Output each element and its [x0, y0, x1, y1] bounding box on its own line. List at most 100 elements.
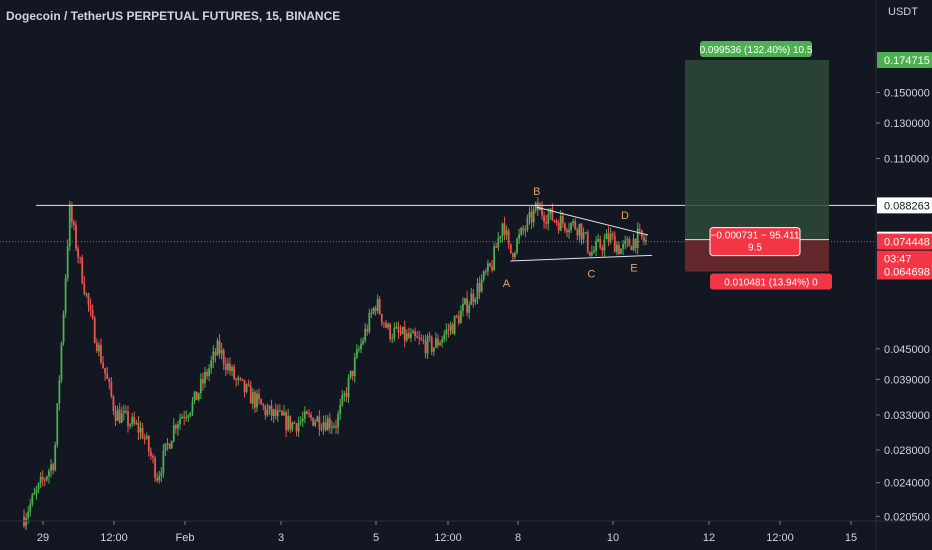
candle-body — [270, 405, 273, 416]
candle-body — [276, 410, 279, 417]
candle-body — [164, 443, 167, 451]
candle-body — [603, 239, 606, 251]
candle — [39, 471, 42, 488]
candle — [172, 418, 175, 443]
candle-body — [414, 331, 416, 337]
candle-body — [185, 417, 188, 419]
candle-body — [476, 282, 479, 300]
candle — [195, 391, 198, 400]
candle — [260, 398, 263, 405]
candle-body — [495, 246, 498, 248]
currency-label[interactable]: USDT — [888, 6, 918, 18]
candle — [503, 216, 506, 241]
candle-body — [618, 244, 620, 255]
candle-body — [372, 307, 375, 314]
time-tick-label: 8 — [515, 532, 521, 544]
candle — [249, 381, 252, 404]
candle-body — [131, 416, 134, 425]
candle — [185, 410, 188, 422]
candle-body — [580, 223, 583, 240]
candle — [439, 340, 441, 346]
candle — [56, 402, 59, 448]
candle-body — [189, 412, 192, 416]
candle — [597, 233, 600, 243]
candle — [73, 219, 75, 231]
candle — [97, 341, 100, 357]
candle — [258, 388, 260, 405]
candle-body — [559, 216, 562, 231]
candle-body — [83, 283, 86, 294]
candle-body — [79, 257, 82, 259]
candle-body — [601, 247, 604, 251]
candle — [54, 441, 57, 472]
candle-body — [154, 457, 156, 478]
candle — [202, 372, 204, 391]
candle-body — [260, 398, 263, 405]
candle — [235, 377, 238, 387]
candle-body — [264, 406, 267, 416]
candle — [430, 335, 433, 356]
candle-body — [422, 339, 425, 341]
candle-body — [497, 238, 500, 248]
candle — [104, 367, 107, 381]
candle — [291, 421, 294, 433]
candle — [491, 260, 493, 273]
candle-body — [482, 271, 485, 280]
candle — [210, 355, 213, 374]
candle — [64, 274, 67, 318]
candle-body — [607, 233, 610, 242]
candle — [459, 305, 462, 324]
candle-body — [545, 221, 548, 224]
candle — [297, 416, 300, 438]
candle-body — [129, 424, 131, 427]
candle — [380, 313, 383, 327]
candle-body — [27, 511, 30, 519]
candle-body — [351, 370, 354, 377]
candle-body — [85, 293, 88, 295]
candle-body — [349, 370, 352, 378]
candle — [293, 420, 296, 424]
candle-body — [158, 475, 161, 481]
candle — [229, 357, 231, 376]
candle-body — [195, 391, 198, 400]
candle — [247, 379, 250, 387]
candle — [376, 294, 379, 314]
candle-body — [572, 221, 575, 224]
candle-body — [426, 335, 429, 354]
candle — [401, 326, 404, 335]
candle — [316, 415, 319, 422]
chart-title: Dogecoin / TetherUS PERPETUAL FUTURES, 1… — [6, 9, 341, 23]
candle-body — [486, 263, 489, 272]
candle — [120, 406, 123, 424]
candle-body — [445, 329, 448, 335]
candle-body — [41, 477, 44, 480]
price-badge-text: 0.064698 — [884, 267, 930, 279]
candle — [322, 415, 325, 435]
candle — [451, 322, 454, 334]
candle — [351, 370, 354, 381]
candle-body — [503, 223, 506, 235]
candle-body — [437, 338, 439, 346]
candle — [524, 225, 527, 238]
candle-body — [439, 342, 441, 346]
price-tick-label: 0.110000 — [884, 154, 929, 166]
candle — [320, 423, 323, 432]
candle — [501, 222, 504, 243]
candle-body — [484, 271, 487, 273]
candle — [568, 222, 570, 239]
price-badge-line — [877, 197, 932, 214]
candle — [35, 485, 38, 500]
candle-body — [464, 298, 466, 304]
candle — [226, 358, 229, 374]
candle-body — [266, 409, 269, 416]
candle-body — [54, 444, 57, 471]
candle — [45, 475, 48, 482]
candle-body — [399, 332, 402, 334]
candle-body — [345, 393, 348, 398]
candle — [177, 420, 179, 436]
candle — [41, 470, 44, 487]
candle — [539, 202, 541, 211]
candle-body — [149, 451, 152, 457]
candle-body — [87, 293, 90, 305]
